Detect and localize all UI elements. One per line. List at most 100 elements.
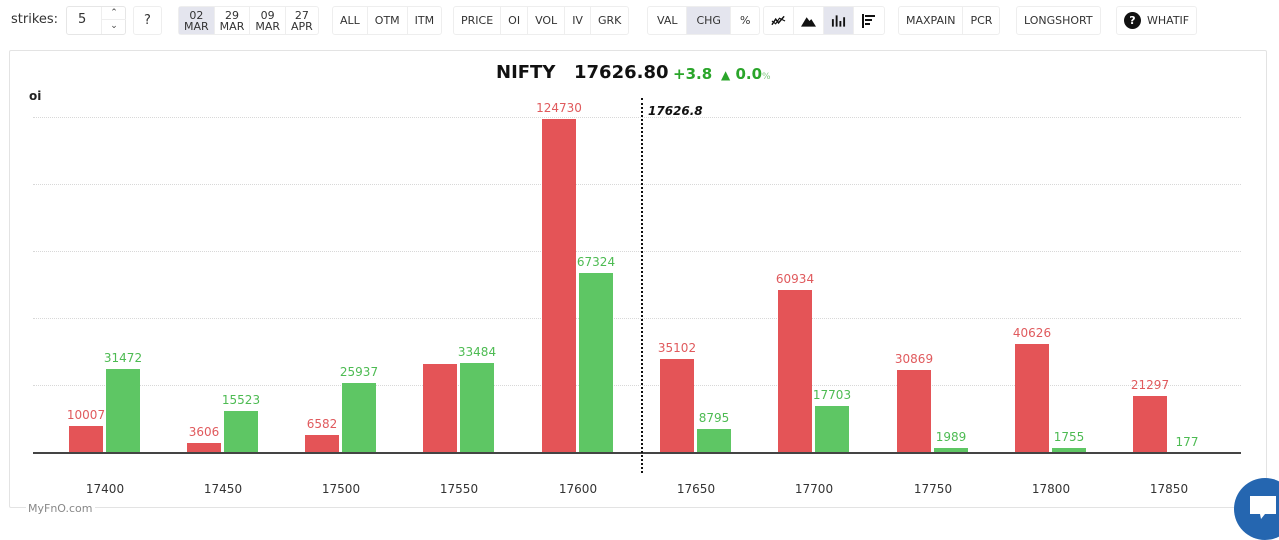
percent-button[interactable]: %: [739, 14, 751, 27]
horizontal-bar-chart-icon: [862, 13, 875, 28]
area-chart-icon: [801, 16, 816, 27]
put-value-label: 25937: [339, 365, 379, 379]
chevron-up-icon[interactable]: ⌃: [102, 7, 126, 20]
whatif-button[interactable]: ? WHATIF: [1117, 7, 1196, 34]
gridline: [33, 318, 1241, 319]
symbol-name: NIFTY: [496, 62, 556, 83]
put-oi-bar[interactable]: [1052, 448, 1086, 453]
call-oi-bar[interactable]: [897, 370, 931, 453]
chat-bubble-icon: [1250, 496, 1276, 519]
put-value-label: 8795: [698, 411, 730, 425]
call-oi-bar[interactable]: [660, 359, 694, 453]
val-button[interactable]: VAL: [648, 7, 688, 34]
y-axis-label: oi: [29, 89, 42, 103]
strikes-value[interactable]: 5: [78, 12, 87, 27]
call-value-label: 10007: [66, 408, 106, 422]
put-oi-bar[interactable]: [342, 383, 376, 453]
bar-chart-button[interactable]: [824, 7, 854, 34]
moneyness-group: ALL OTM ITM: [332, 6, 443, 35]
call-oi-bar[interactable]: [542, 119, 576, 453]
call-oi-bar[interactable]: [1015, 344, 1049, 453]
call-oi-bar[interactable]: [187, 443, 221, 453]
gridline: [33, 385, 1241, 386]
analysis-group: MAXPAIN PCR: [898, 6, 1001, 35]
chat-widget-button[interactable]: [1234, 478, 1279, 540]
pct-value: 0.0: [735, 65, 763, 83]
call-oi-bar[interactable]: [69, 426, 103, 453]
all-button[interactable]: ALL: [333, 7, 368, 34]
call-value-label: 30869: [894, 352, 934, 366]
expiry-month: MAR: [184, 19, 209, 33]
pct-sign: %: [762, 72, 771, 82]
question-circle-icon: ?: [1124, 12, 1141, 29]
x-tick-label: 17850: [1149, 482, 1189, 496]
expiry-29-mar[interactable]: 29 MAR: [215, 7, 251, 34]
strikes-label: strikes:: [11, 12, 59, 27]
triangle-up-icon: ▲: [721, 68, 731, 82]
horizontal-bar-chart-button[interactable]: [854, 7, 884, 34]
chart-type-group: [763, 6, 885, 35]
put-value-label: 31472: [103, 351, 143, 365]
put-oi-bar[interactable]: [224, 411, 258, 453]
expiry-day: 02: [189, 8, 204, 22]
chg-button[interactable]: CHG: [687, 7, 731, 34]
expiry-27-apr[interactable]: 27 APR: [286, 7, 318, 34]
toolbar: strikes: 5 ⌃ ⌄ ? 02 MAR 29 MAR 09 MAR 27 APR…: [0, 6, 1279, 35]
itm-button[interactable]: ITM: [414, 14, 435, 27]
expiry-month: APR: [291, 19, 313, 33]
call-value-label: 21297: [1130, 378, 1170, 392]
x-tick-label: 17750: [913, 482, 953, 496]
mode-group: VAL CHG %: [647, 6, 761, 35]
call-oi-bar[interactable]: [423, 364, 457, 453]
bar-chart-icon: [831, 14, 846, 27]
chevron-down-icon[interactable]: ⌄: [110, 21, 118, 31]
put-value-label: 177: [1175, 435, 1199, 449]
greeks-button[interactable]: GRK: [597, 14, 622, 27]
call-value-label: 124730: [536, 101, 582, 115]
put-oi-bar[interactable]: [106, 369, 140, 453]
put-value-label: 1755: [1053, 430, 1085, 444]
longshort-group: LONGSHORT: [1016, 6, 1101, 35]
maxpain-button[interactable]: MAXPAIN: [899, 7, 964, 34]
spot-price: 17626.80: [574, 62, 669, 83]
help-button-group: ?: [133, 6, 162, 35]
oi-button[interactable]: OI: [501, 7, 529, 34]
price-button[interactable]: PRICE: [454, 7, 502, 34]
put-value-label: 17703: [812, 388, 852, 402]
longshort-button[interactable]: LONGSHORT: [1024, 14, 1093, 27]
put-oi-bar[interactable]: [460, 363, 494, 453]
expiry-group: 02 MAR 29 MAR 09 MAR 27 APR: [178, 6, 319, 35]
iv-button[interactable]: IV: [565, 7, 591, 34]
line-chart-button[interactable]: [764, 7, 794, 34]
pcr-button[interactable]: PCR: [970, 14, 993, 27]
strikes-stepper[interactable]: 5 ⌃ ⌄: [66, 6, 126, 35]
expiry-09-mar[interactable]: 09 MAR: [250, 7, 287, 34]
call-value-label: 6582: [306, 417, 338, 431]
x-tick-label: 17450: [203, 482, 243, 496]
metric-group: PRICE OI VOL IV GRK: [453, 6, 630, 35]
whatif-label: WHATIF: [1147, 14, 1190, 27]
expiry-day: 09: [260, 8, 275, 22]
put-oi-bar[interactable]: [815, 406, 849, 453]
area-chart-button[interactable]: [794, 7, 824, 34]
call-oi-bar[interactable]: [778, 290, 812, 453]
expiry-month: MAR: [219, 19, 245, 33]
call-oi-bar[interactable]: [305, 435, 339, 453]
call-oi-bar[interactable]: [1133, 396, 1167, 453]
help-button[interactable]: ?: [144, 13, 151, 28]
expiry-month: MAR: [255, 19, 281, 33]
otm-button[interactable]: OTM: [368, 7, 408, 34]
put-oi-bar[interactable]: [579, 273, 613, 453]
price-change: +3.8: [673, 65, 713, 83]
x-tick-label: 17550: [439, 482, 479, 496]
vol-button[interactable]: VOL: [528, 7, 566, 34]
gridline: [33, 117, 1241, 118]
x-tick-label: 17650: [676, 482, 716, 496]
x-tick-label: 17500: [321, 482, 361, 496]
put-value-label: 1989: [935, 430, 967, 444]
put-oi-bar[interactable]: [697, 429, 731, 453]
put-oi-bar[interactable]: [934, 448, 968, 453]
expiry-day: 29: [225, 8, 239, 22]
put-value-label: 15523: [221, 393, 261, 407]
expiry-02-mar[interactable]: 02 MAR: [179, 7, 215, 34]
